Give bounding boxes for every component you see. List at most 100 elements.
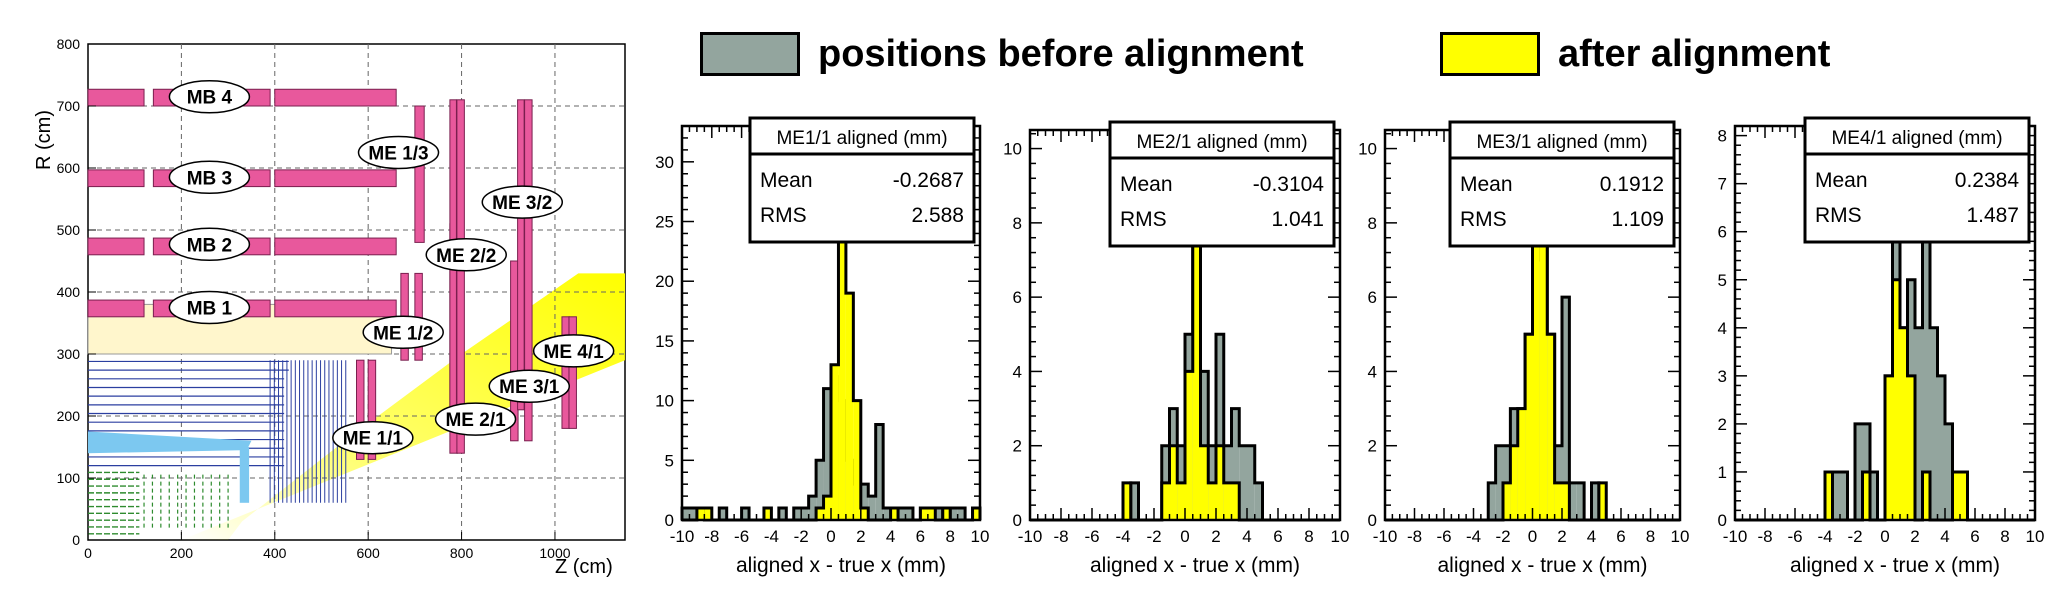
chamber-label-bubble bbox=[168, 79, 251, 114]
stats-box bbox=[1803, 116, 2031, 244]
x-tick-label: 0 bbox=[1180, 527, 1189, 546]
hist-bar-after bbox=[1598, 482, 1607, 520]
x-tick-label: -8 bbox=[1407, 527, 1422, 546]
layout-x-axis-label: Z (cm) bbox=[555, 556, 613, 578]
y-tick-label: 0 bbox=[1013, 511, 1022, 530]
chamber-label: ME 2/1 bbox=[445, 410, 506, 431]
x-tick-label: -10 bbox=[1373, 527, 1398, 546]
hist-bar-after bbox=[1547, 334, 1555, 520]
x-tick-label: -2 bbox=[1495, 527, 1510, 546]
layout-y-tick-label: 800 bbox=[57, 36, 81, 52]
x-tick-label: -4 bbox=[1466, 527, 1481, 546]
hist-bar-before bbox=[1231, 408, 1240, 520]
layout-x-tick-label: 1000 bbox=[539, 545, 570, 561]
stats-mean-value: -0.2687 bbox=[893, 169, 964, 192]
y-tick-label: 5 bbox=[665, 451, 674, 470]
y-tick-label: 4 bbox=[1718, 319, 1727, 338]
histogram-panel-3: -10 -8 -6 -4 -2 0 2 4 6 8 10 0 2 4 6 8 10 aligned x - tru… bbox=[1358, 120, 1689, 577]
x-tick-label: -6 bbox=[1084, 527, 1099, 546]
barrel-chamber bbox=[87, 88, 145, 107]
hist-bar-before bbox=[875, 424, 884, 520]
y-tick-label: 8 bbox=[1368, 214, 1377, 233]
stats-rms-label: RMS bbox=[1460, 208, 1507, 231]
chamber-label: ME 1/2 bbox=[373, 323, 433, 344]
y-tick-label: 3 bbox=[1718, 367, 1727, 386]
y-tick-label: 2 bbox=[1013, 437, 1022, 456]
barrel-chamber bbox=[87, 237, 145, 256]
hist-bar-after bbox=[1517, 408, 1526, 520]
hist-bar-before bbox=[808, 496, 817, 520]
hist-bar-after bbox=[1922, 471, 1930, 520]
hist-bar-after bbox=[1907, 375, 1915, 520]
stats-rms-value: 2.588 bbox=[911, 204, 964, 227]
y-tick-label: 0 bbox=[665, 511, 674, 530]
hist-bar-before bbox=[1840, 471, 1848, 520]
hist-bar-after bbox=[1123, 482, 1131, 520]
x-tick-label: 8 bbox=[1304, 527, 1313, 546]
y-tick-label: 10 bbox=[1003, 140, 1022, 159]
x-axis-label: aligned x - true x (mm) bbox=[1437, 554, 1647, 577]
hist-bar-after bbox=[1885, 375, 1893, 520]
hist-bar-before bbox=[741, 508, 750, 520]
stats-mean-value: 0.2384 bbox=[1955, 169, 2020, 192]
chamber-label: ME 3/1 bbox=[499, 377, 560, 398]
hist-bar-after bbox=[1532, 222, 1540, 520]
y-tick-label: 4 bbox=[1368, 362, 1377, 381]
chamber-label-bubble bbox=[425, 238, 507, 272]
y-tick-label: 5 bbox=[1718, 271, 1727, 290]
stats-title: ME3/1 aligned (mm) bbox=[1476, 132, 1647, 153]
hist-bar-before bbox=[868, 496, 876, 520]
endcap-chamber bbox=[517, 99, 525, 411]
layout-x-tick-label: 400 bbox=[263, 545, 287, 561]
barrel-chamber bbox=[274, 169, 397, 188]
y-tick-label: 8 bbox=[1718, 127, 1727, 146]
y-tick-label: 6 bbox=[1718, 223, 1727, 242]
x-tick-label: 2 bbox=[1211, 527, 1220, 546]
hist-bar-before bbox=[719, 508, 727, 520]
layout-y-tick-label: 500 bbox=[57, 222, 81, 238]
hist-bar-after bbox=[1223, 482, 1232, 520]
stats-rms-value: 1.109 bbox=[1611, 208, 1664, 231]
hist-bar-after bbox=[942, 508, 951, 520]
layout-y-tick-label: 700 bbox=[57, 98, 81, 114]
chart-legend: positions before alignment after alignme… bbox=[700, 22, 2000, 92]
layout-x-tick-label: 200 bbox=[170, 545, 194, 561]
hist-bar-after bbox=[1200, 445, 1209, 520]
chamber-label: MB 2 bbox=[187, 235, 232, 256]
y-tick-label: 6 bbox=[1013, 288, 1022, 307]
hist-bar-before bbox=[883, 508, 891, 520]
chamber-label-bubble bbox=[357, 135, 440, 170]
hist-bar-after bbox=[1185, 371, 1193, 520]
x-tick-label: 8 bbox=[945, 527, 954, 546]
hist-bar-after bbox=[696, 508, 705, 520]
chamber-label-bubble bbox=[168, 227, 251, 262]
y-tick-label: 20 bbox=[655, 272, 674, 291]
x-axis-label: aligned x - true x (mm) bbox=[1090, 554, 1300, 577]
x-tick-label: -6 bbox=[1436, 527, 1451, 546]
hist-bar-before bbox=[950, 508, 958, 520]
legend-swatch-after bbox=[1440, 32, 1540, 76]
hist-bar-after bbox=[1892, 279, 1900, 520]
chamber-label-bubble bbox=[168, 290, 251, 325]
layout-y-tick-label: 600 bbox=[57, 160, 81, 176]
hist-bar-after bbox=[1562, 482, 1570, 520]
hist-bar-before bbox=[1569, 482, 1577, 520]
hist-bar-before bbox=[816, 460, 824, 520]
chamber-label: ME 3/2 bbox=[492, 193, 552, 214]
x-tick-label: 6 bbox=[1970, 527, 1979, 546]
x-tick-label: 10 bbox=[1331, 527, 1350, 546]
histogram-panel-1: -10 -8 -6 -4 -2 0 2 4 6 8 10 0 5 10 15 20 25 30 aligned x … bbox=[655, 116, 989, 577]
hist-bar-before bbox=[801, 508, 809, 520]
hist-outline-after bbox=[1030, 221, 1340, 522]
hist-bar-before bbox=[905, 508, 913, 520]
x-tick-label: 6 bbox=[1616, 527, 1625, 546]
chamber-label-bubble bbox=[434, 402, 517, 436]
stats-box bbox=[1108, 120, 1336, 248]
hist-bar-before bbox=[682, 508, 690, 520]
endcap-chamber bbox=[367, 359, 377, 460]
x-tick-label: -8 bbox=[1757, 527, 1772, 546]
x-tick-label: 0 bbox=[1528, 527, 1537, 546]
stats-box bbox=[748, 116, 976, 244]
x-tick-label: 2 bbox=[1910, 527, 1919, 546]
hist-bar-after bbox=[1216, 445, 1224, 520]
